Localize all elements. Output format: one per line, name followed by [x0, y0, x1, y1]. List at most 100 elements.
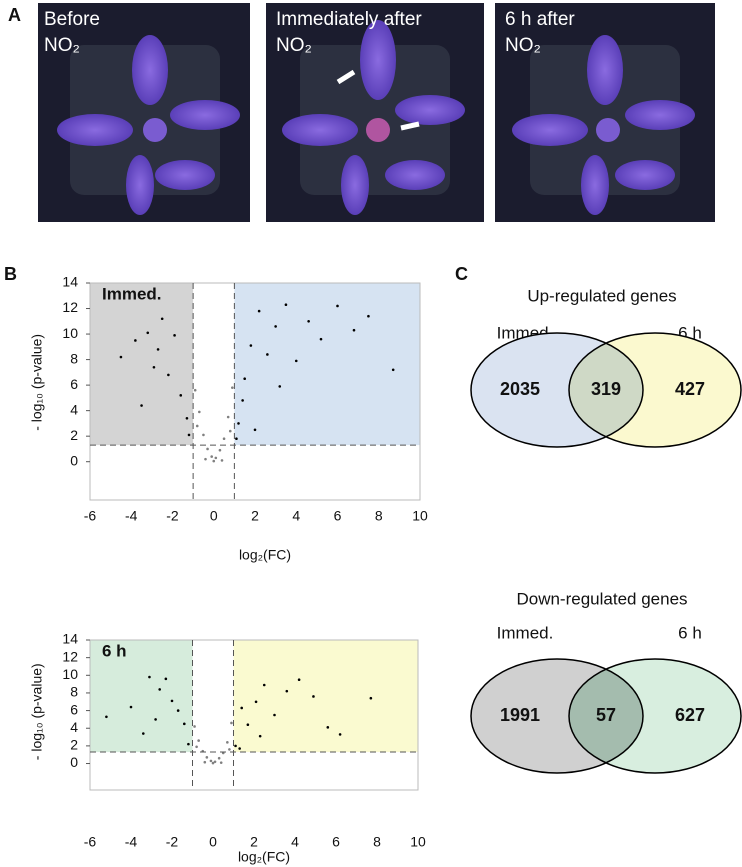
- photo: [266, 3, 484, 222]
- point: [217, 756, 221, 760]
- y-tick-label: 10: [62, 666, 78, 682]
- point: [249, 344, 253, 347]
- point: [243, 377, 246, 381]
- photo-caption: NO₂: [44, 35, 80, 56]
- point: [195, 745, 198, 749]
- region: [234, 283, 420, 446]
- photo: [38, 3, 250, 222]
- x-tick-label: 10: [412, 508, 428, 524]
- point: [205, 756, 209, 759]
- point: [204, 457, 207, 461]
- point: [152, 365, 156, 369]
- point: [369, 696, 373, 700]
- x-tick-label: -2: [166, 508, 179, 524]
- point: [240, 706, 243, 710]
- y-tick-label: 2: [70, 737, 78, 753]
- point: [197, 739, 200, 742]
- y-tick-label: 8: [70, 350, 78, 366]
- panel-letter: C: [455, 264, 468, 284]
- y-tick-label: 6: [70, 376, 78, 392]
- venn-count: 427: [675, 379, 705, 399]
- venn-count: 57: [596, 705, 616, 725]
- x-tick-label: -4: [125, 508, 138, 524]
- point: [254, 700, 258, 704]
- x-tick-label: 4: [292, 508, 300, 524]
- venn-outline: [568, 658, 742, 774]
- point: [156, 348, 160, 351]
- venn-count: 2035: [500, 379, 540, 399]
- x-tick-label: 8: [373, 834, 381, 850]
- point: [262, 683, 266, 687]
- x-axis-label: log₂(FC): [238, 849, 290, 865]
- x-tick-label: 8: [375, 508, 383, 524]
- point: [307, 319, 310, 323]
- x-tick-label: 2: [251, 508, 259, 524]
- point: [258, 734, 262, 738]
- point: [352, 328, 356, 332]
- plot-frame: [89, 639, 419, 791]
- y-tick-label: 12: [62, 648, 78, 664]
- venn-count: 319: [591, 379, 621, 399]
- region: [90, 283, 194, 446]
- point: [338, 733, 342, 736]
- y-tick-label: 6: [70, 701, 78, 717]
- venn-outline: [470, 332, 644, 448]
- venn-outline: [568, 332, 742, 448]
- point: [211, 761, 215, 765]
- point: [278, 385, 282, 388]
- point: [173, 334, 176, 337]
- point: [234, 744, 237, 748]
- point: [336, 304, 339, 308]
- point: [183, 722, 186, 726]
- photo-caption: 6 h after: [505, 9, 575, 30]
- y-axis-label: - log₁₀ (p-value): [29, 663, 45, 760]
- point: [198, 410, 201, 414]
- x-tick-label: -4: [125, 834, 138, 850]
- point: [241, 399, 244, 402]
- point: [146, 331, 150, 335]
- venn-label: 6 h: [678, 623, 702, 642]
- point: [187, 433, 191, 437]
- point: [285, 689, 289, 693]
- point: [176, 709, 180, 712]
- y-tick-label: 2: [70, 427, 78, 443]
- point: [274, 325, 277, 328]
- plot-label: Immed.: [102, 284, 162, 303]
- point: [209, 759, 213, 763]
- point: [230, 721, 233, 725]
- y-tick-label: 0: [70, 754, 78, 770]
- point: [203, 760, 207, 764]
- photo-caption: NO₂: [276, 35, 312, 56]
- venn-count: 627: [675, 705, 705, 725]
- point: [228, 748, 231, 751]
- point: [231, 386, 234, 389]
- point: [237, 422, 240, 425]
- point: [212, 459, 216, 463]
- point: [167, 373, 170, 377]
- point: [220, 459, 224, 462]
- y-tick-label: 4: [70, 401, 78, 417]
- point: [129, 705, 133, 709]
- point: [206, 447, 209, 451]
- point: [158, 688, 161, 691]
- point: [238, 747, 241, 750]
- x-tick-label: -6: [84, 508, 97, 524]
- y-tick-label: 4: [70, 719, 78, 735]
- venn-outline: [470, 658, 644, 774]
- venn-overlap: [569, 333, 643, 447]
- point: [273, 713, 276, 717]
- y-tick-label: 0: [70, 452, 78, 468]
- photo-caption: Immediately after: [276, 9, 422, 30]
- point: [253, 428, 257, 432]
- plot-frame: [89, 282, 421, 501]
- point: [266, 353, 269, 356]
- point: [319, 337, 323, 341]
- venn-title: Up-regulated genes: [527, 286, 676, 305]
- y-tick-label: 12: [62, 299, 78, 315]
- x-tick-label: 4: [291, 834, 299, 850]
- point: [391, 368, 395, 372]
- point: [284, 303, 288, 307]
- point: [160, 317, 164, 321]
